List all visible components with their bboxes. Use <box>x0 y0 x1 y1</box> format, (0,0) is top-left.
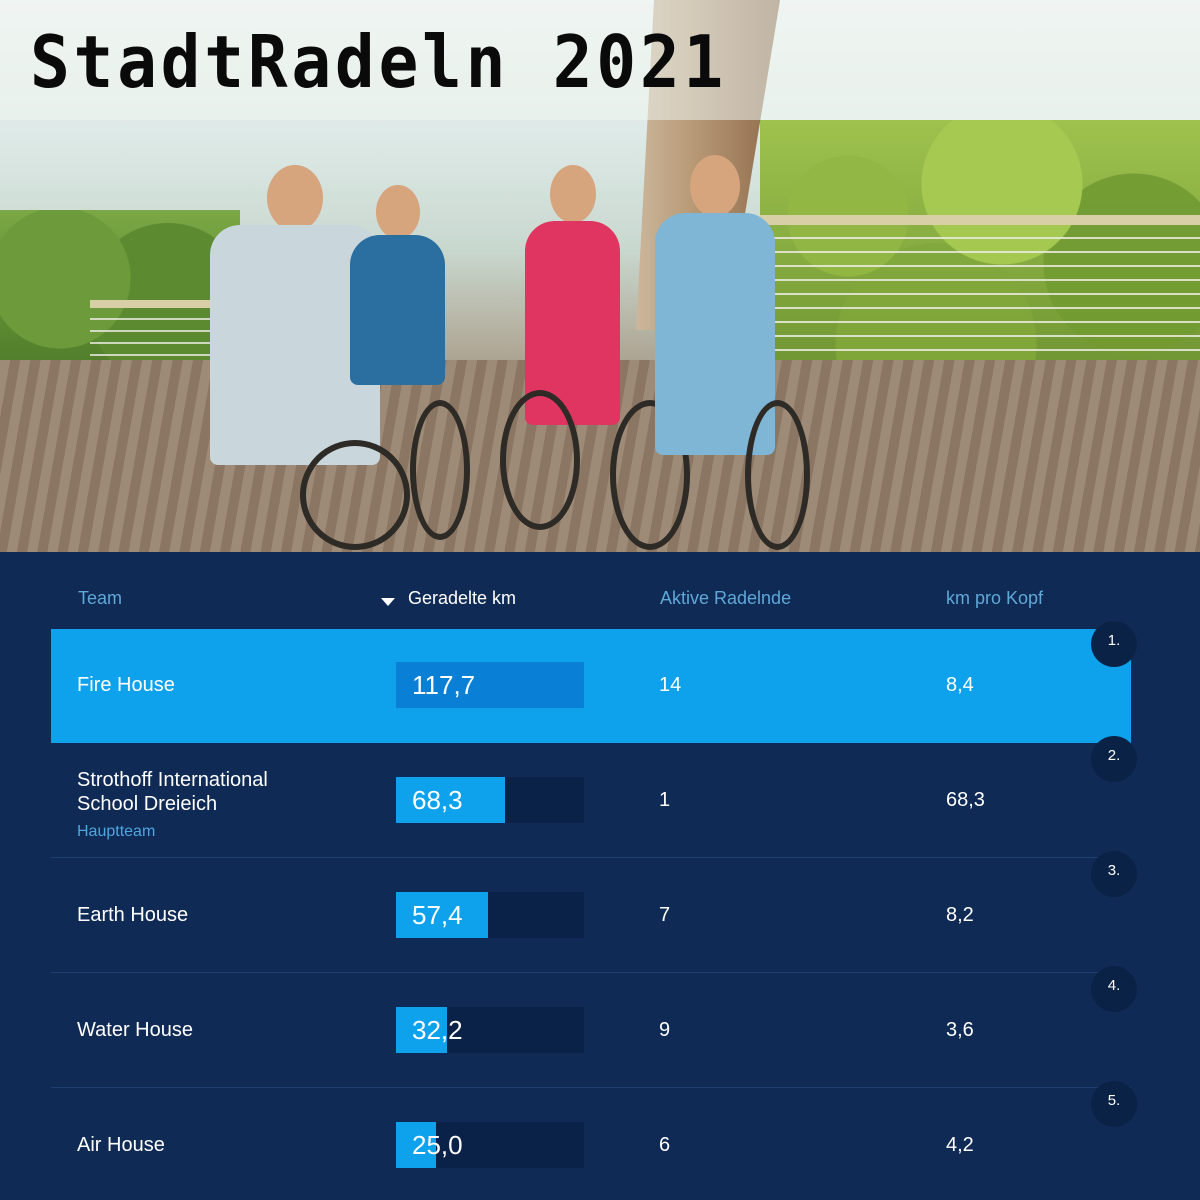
team-name-label: Air House <box>77 1134 165 1156</box>
bicycle-wheel <box>610 400 690 550</box>
km-bar: 117,7 <box>396 662 584 708</box>
column-header-km[interactable]: Geradelte km <box>408 588 517 608</box>
km-bar: 68,3 <box>396 777 584 823</box>
team-name-label: Earth House <box>77 904 189 926</box>
km-value: 32,2 <box>412 1015 463 1045</box>
cyclist-3 <box>525 165 620 425</box>
bridge-railing <box>760 215 1200 385</box>
column-header-active[interactable]: Aktive Radelnde <box>660 588 792 608</box>
cyclist-2 <box>350 185 445 385</box>
team-name-label: Fire House <box>77 674 175 696</box>
sort-descending-icon[interactable] <box>381 598 395 606</box>
km-bar-fill <box>396 777 505 823</box>
active-riders: 1 <box>659 789 671 811</box>
km-bar-fill <box>396 1122 436 1168</box>
km-per-head: 8,2 <box>946 904 974 926</box>
team-name[interactable]: Earth House <box>77 904 188 927</box>
bicycle-wheel <box>410 400 470 540</box>
team-subtitle: Hauptteam <box>77 823 156 840</box>
team-name[interactable]: Water House <box>77 1019 193 1042</box>
table-row[interactable]: Earth House 57,4 7 8,2 3. <box>51 851 1137 973</box>
km-value: 68,3 <box>412 785 463 815</box>
km-value: 57,4 <box>412 900 463 930</box>
active-riders: 7 <box>659 904 671 926</box>
column-header-per-head[interactable]: km pro Kopf <box>946 588 1044 608</box>
team-name[interactable]: Fire House <box>77 674 175 697</box>
km-bar: 57,4 <box>396 892 584 938</box>
bicycle-wheel <box>300 440 410 550</box>
team-name-label: Strothoff International School Dreieich <box>77 769 268 815</box>
active-riders: 9 <box>659 1019 671 1041</box>
bicycle-wheel <box>500 390 580 530</box>
km-per-head: 68,3 <box>946 789 985 811</box>
cyclist-4 <box>655 155 775 455</box>
km-per-head: 8,4 <box>946 674 974 696</box>
page-title: StadtRadeln 2021 <box>30 20 727 104</box>
team-name[interactable]: Air House <box>77 1134 165 1157</box>
km-bar: 32,2 <box>396 1007 584 1053</box>
table-row[interactable]: Fire House 117,7 14 8,4 1. <box>51 621 1137 743</box>
rank-badge: 2. <box>1091 736 1137 782</box>
km-bar: 25,0 <box>396 1122 584 1168</box>
rank-badge: 1. <box>1091 621 1137 667</box>
table-row[interactable]: Air House 25,0 6 4,2 5. <box>51 1081 1137 1200</box>
km-value: 25,0 <box>412 1130 463 1160</box>
bicycle-wheel <box>745 400 810 550</box>
team-name-label: Water House <box>77 1019 193 1041</box>
title-band <box>0 0 1200 120</box>
rank-badge: 5. <box>1091 1081 1137 1127</box>
km-per-head: 3,6 <box>946 1019 974 1041</box>
rank-badge: 3. <box>1091 851 1137 897</box>
column-header-team[interactable]: Team <box>78 588 123 608</box>
rank-badge: 4. <box>1091 966 1137 1012</box>
table-row[interactable]: Strothoff International School Dreieich H… <box>51 736 1137 858</box>
km-bar-fill <box>396 662 584 708</box>
table-row[interactable]: Water House 32,2 9 3,6 4. <box>51 966 1137 1088</box>
km-per-head: 4,2 <box>946 1134 974 1156</box>
team-name[interactable]: Strothoff International School Dreieich H… <box>77 768 317 844</box>
km-value: 117,7 <box>412 670 476 700</box>
leaderboard: Team Geradelte km Aktive Radelnde km pro… <box>0 552 1200 1200</box>
km-bar-fill <box>396 1007 447 1053</box>
hero-photo: StadtRadeln 2021 <box>0 0 1200 552</box>
km-bar-fill <box>396 892 488 938</box>
active-riders: 6 <box>659 1134 671 1156</box>
active-riders: 14 <box>659 674 682 696</box>
